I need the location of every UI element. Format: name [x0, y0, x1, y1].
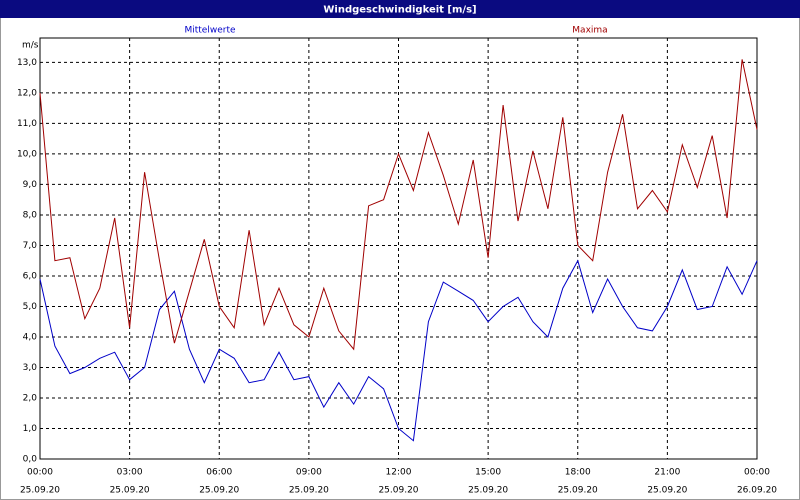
legend-entry: Mittelwerte — [184, 26, 235, 36]
x-tick-label: 12:00 — [386, 468, 412, 478]
chart-title: Windgeschwindigkeit [m/s] — [323, 5, 476, 16]
y-tick-label: 9,0 — [23, 180, 38, 190]
x-tick-date: 25.09.20 — [558, 486, 598, 496]
x-tick-date: 25.09.20 — [468, 486, 508, 496]
y-tick-label: 11,0 — [17, 119, 37, 129]
y-tick-label: 10,0 — [17, 149, 37, 159]
y-tick-label: 3,0 — [23, 363, 38, 373]
x-tick-date: 26.09.20 — [737, 486, 777, 496]
series-line — [39, 59, 758, 351]
x-tick-date: 25.09.20 — [378, 486, 418, 496]
title-bar — [0, 0, 800, 18]
plot-frame — [39, 37, 758, 460]
x-tick-date: 25.09.20 — [110, 486, 150, 496]
y-unit: m/s — [22, 41, 39, 51]
x-tick-date: 25.09.20 — [199, 486, 239, 496]
y-tick-label: 6,0 — [23, 271, 38, 281]
x-tick-label: 15:00 — [475, 468, 501, 478]
x-tick-label: 18:00 — [565, 468, 591, 478]
y-tick-label: 5,0 — [23, 302, 38, 312]
x-tick-date: 25.09.20 — [20, 486, 60, 496]
x-tick-label: 03:00 — [117, 468, 143, 478]
y-tick-label: 1,0 — [23, 424, 38, 434]
y-tick-label: 0,0 — [23, 455, 38, 465]
legend-entry: Maxima — [572, 26, 607, 36]
series-line — [39, 259, 758, 442]
y-tick-label: 4,0 — [23, 332, 38, 342]
x-tick-label: 00:00 — [27, 468, 53, 478]
x-tick-label: 06:00 — [206, 468, 232, 478]
y-tick-label: 13,0 — [17, 58, 37, 68]
x-tick-date: 25.09.20 — [647, 486, 687, 496]
y-tick-label: 12,0 — [17, 88, 37, 98]
x-tick-date: 25.09.20 — [289, 486, 329, 496]
y-tick-label: 7,0 — [23, 241, 38, 251]
y-tick-label: 2,0 — [23, 393, 38, 403]
x-tick-label: 00:00 — [744, 468, 770, 478]
x-tick-label: 09:00 — [296, 468, 322, 478]
y-tick-label: 8,0 — [23, 210, 38, 220]
x-tick-label: 21:00 — [654, 468, 680, 478]
